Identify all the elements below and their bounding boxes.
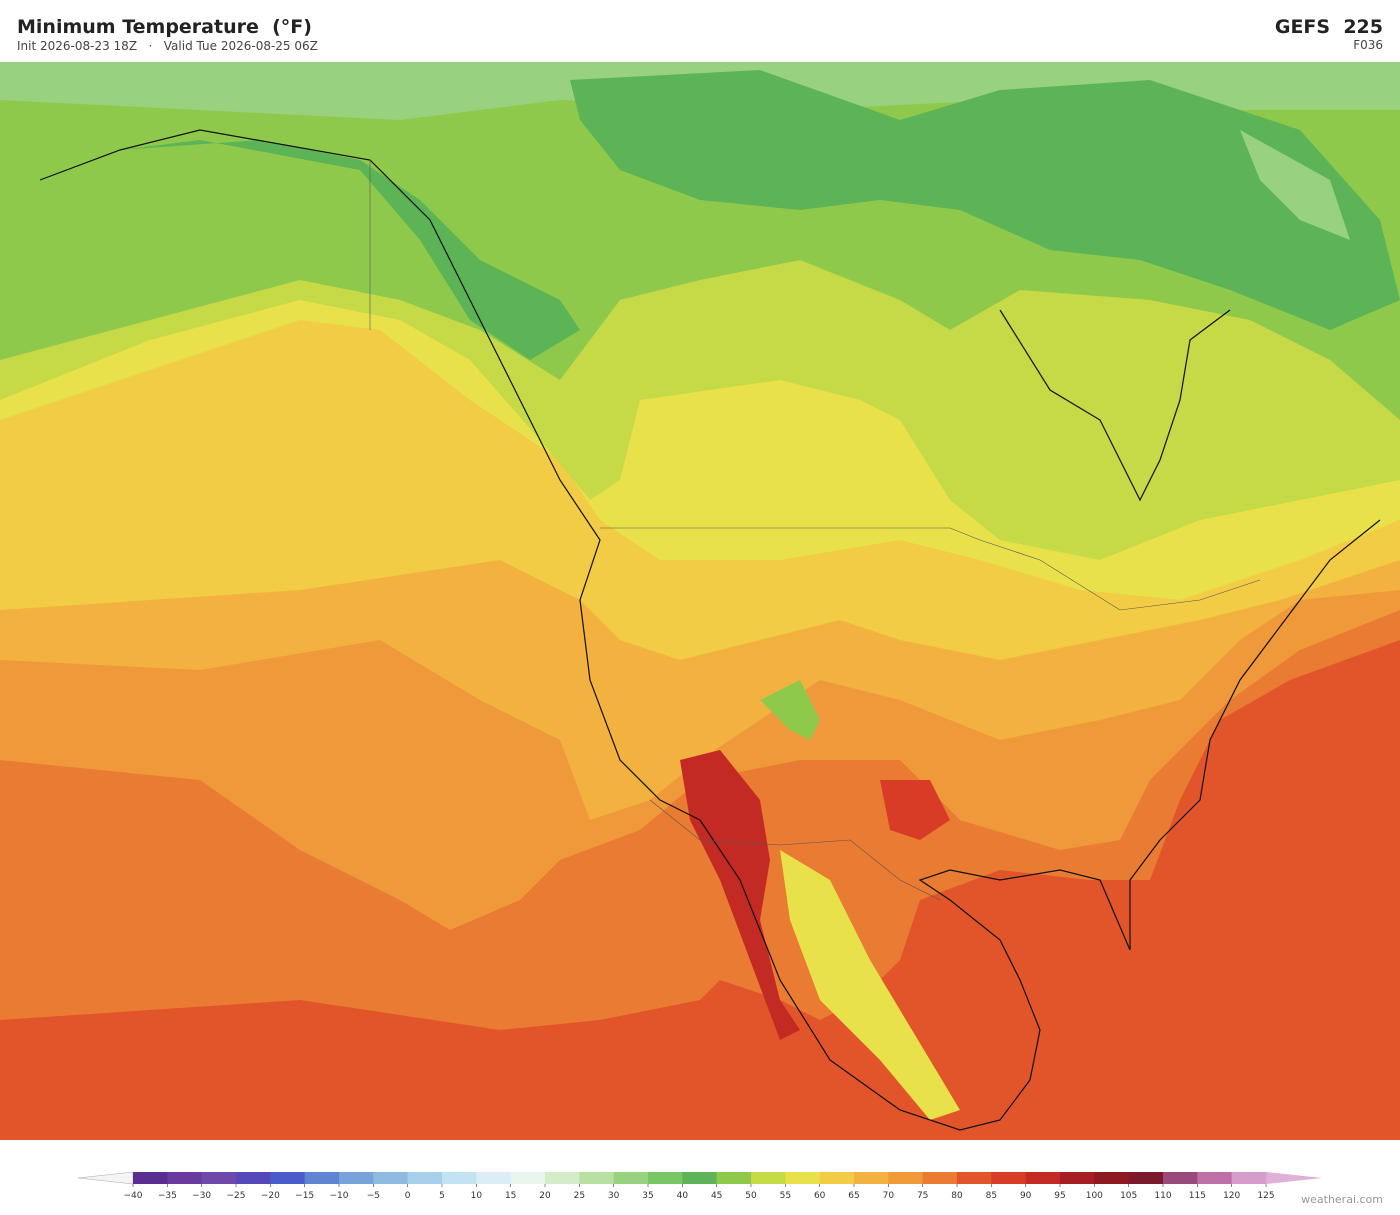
colorbar-segment	[922, 1172, 958, 1184]
colorbar-segment	[751, 1172, 786, 1184]
colorbar-tick-label: −5	[367, 1191, 380, 1201]
colorbar-tick-label: −15	[295, 1191, 314, 1201]
colorbar-segment	[991, 1172, 1026, 1184]
forecast-hour: F036	[1353, 38, 1383, 52]
colorbar-tick-label: 5	[439, 1191, 445, 1201]
colorbar-segment	[819, 1172, 855, 1184]
colorbar-tick-label: −25	[227, 1191, 246, 1201]
colorbar-tick-label: 125	[1257, 1191, 1274, 1201]
colorbar-tick-label: 30	[608, 1191, 620, 1201]
colorbar-segment	[888, 1172, 923, 1184]
colorbar-segment	[304, 1172, 340, 1184]
colorbar-tick-label: 95	[1054, 1191, 1065, 1201]
colorbar-tick-label: 105	[1120, 1191, 1137, 1201]
colorbar-segment	[1231, 1172, 1267, 1184]
colorbar-tick-label: 70	[883, 1191, 895, 1201]
field-50	[760, 680, 820, 740]
colorbar-segment	[716, 1172, 752, 1184]
colorbar-segment	[510, 1172, 546, 1184]
colorbar-segment	[236, 1172, 271, 1184]
colorbar-segment	[270, 1172, 305, 1184]
title: Minimum Temperature (°F)	[17, 16, 312, 38]
colorbar-tick-label: 50	[745, 1191, 757, 1201]
colorbar-tick-label: −20	[261, 1191, 280, 1201]
colorbar-segment	[201, 1172, 237, 1184]
border	[600, 527, 1261, 611]
colorbar-tick-label: 15	[505, 1191, 516, 1201]
colorbar-segment	[579, 1172, 614, 1184]
colorbar-segment	[407, 1172, 443, 1184]
colorbar-segment	[545, 1172, 580, 1184]
field-85	[880, 780, 950, 840]
colorbar-tick-label: 10	[471, 1191, 483, 1201]
colorbar-segment	[682, 1172, 717, 1184]
colorbar-segment	[167, 1172, 202, 1184]
colorbar-tick-label: −30	[192, 1191, 211, 1201]
colorbar-segment	[854, 1172, 889, 1184]
colorbar-segment	[1163, 1172, 1198, 1184]
colorbar-segment	[373, 1172, 408, 1184]
colorbar-segment	[1025, 1172, 1061, 1184]
colorbar-under	[77, 1171, 134, 1185]
colorbar-tick-label: 40	[677, 1191, 689, 1201]
colorbar-tick-label: 80	[951, 1191, 963, 1201]
colorbar-tick-label: 120	[1223, 1191, 1240, 1201]
colorbar-tick-label: 0	[405, 1191, 411, 1201]
colorbar-tick-label: −40	[124, 1191, 143, 1201]
subtitle: Init 2026-08-23 18Z · Valid Tue 2026-08-…	[17, 39, 318, 53]
temperature-map	[0, 62, 1400, 1140]
coastline	[999, 309, 1231, 502]
model-name: GEFS 225	[1274, 16, 1383, 38]
colorbar-segment	[1094, 1172, 1129, 1184]
colorbar-tick-label: 85	[986, 1191, 997, 1201]
border	[649, 799, 941, 901]
colorbar-segment	[1060, 1172, 1095, 1184]
field-35	[1240, 130, 1350, 240]
colorbar-tick-label: −35	[158, 1191, 177, 1201]
colorbar-tick-label: 115	[1189, 1191, 1206, 1201]
colorbar-segment	[613, 1172, 649, 1184]
separator: ·	[148, 39, 153, 53]
watermark: weatherai.com	[1301, 1193, 1383, 1206]
colorbar-tick-label: 100	[1086, 1191, 1103, 1201]
colorbar-segment	[476, 1172, 511, 1184]
colorbar-tick-label: 110	[1154, 1191, 1171, 1201]
colorbar-tick-label: 20	[539, 1191, 551, 1201]
coastline	[39, 129, 1381, 1131]
colorbar-tick-label: 35	[642, 1191, 653, 1201]
field-90	[680, 750, 800, 1040]
colorbar-segment	[1128, 1172, 1164, 1184]
colorbar-segment	[442, 1172, 477, 1184]
colorbar-segment	[957, 1172, 992, 1184]
colorbar-segment	[133, 1172, 168, 1184]
colorbar-tick-label: 25	[574, 1191, 585, 1201]
colorbar-tick-label: 90	[1020, 1191, 1032, 1201]
colorbar-tick-label: 65	[848, 1191, 859, 1201]
field-45	[40, 140, 580, 360]
colorbar-tick-label: 75	[917, 1191, 928, 1201]
colorbar-segment	[1197, 1172, 1232, 1184]
colorbar-tick-label: −10	[330, 1191, 349, 1201]
valid-time: Valid Tue 2026-08-25 06Z	[163, 39, 318, 53]
init-time: Init 2026-08-23 18Z	[17, 39, 138, 53]
coastlines	[39, 129, 1381, 1131]
colorbar-segment	[785, 1172, 820, 1184]
colorbar-tick-label: 55	[780, 1191, 791, 1201]
borders	[369, 160, 1261, 901]
colorbar-tick-label: 60	[814, 1191, 826, 1201]
colorbar-tick-label: 45	[711, 1191, 722, 1201]
colorbar-over	[1266, 1172, 1322, 1184]
field-60	[780, 850, 960, 1120]
colorbar-segment	[339, 1172, 374, 1184]
colorbar-segment	[648, 1172, 683, 1184]
field-45	[570, 70, 1400, 330]
